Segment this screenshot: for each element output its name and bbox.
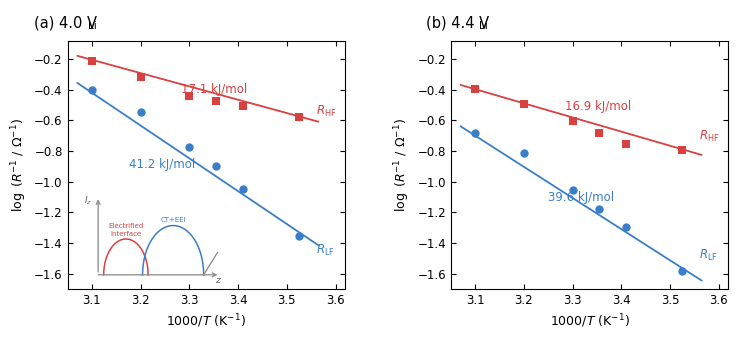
Text: $R_\mathregular{HF}$: $R_\mathregular{HF}$ [316, 104, 336, 119]
Text: 17.1 kJ/mol: 17.1 kJ/mol [182, 83, 248, 96]
Text: 39.6 kJ/mol: 39.6 kJ/mol [548, 191, 614, 204]
Text: $R_\mathregular{HF}$: $R_\mathregular{HF}$ [699, 129, 720, 144]
Y-axis label: $\log\ (R^{-1}\ /\ \Omega^{-1})$: $\log\ (R^{-1}\ /\ \Omega^{-1})$ [9, 118, 29, 212]
Y-axis label: $\log\ (R^{-1}\ /\ \Omega^{-1})$: $\log\ (R^{-1}\ /\ \Omega^{-1})$ [392, 118, 412, 212]
Text: $R_\mathregular{LF}$: $R_\mathregular{LF}$ [699, 248, 718, 263]
Text: 16.9 kJ/mol: 16.9 kJ/mol [565, 100, 631, 113]
Text: Li: Li [88, 21, 96, 31]
Text: Li: Li [479, 21, 488, 31]
Text: (b) 4.4 V: (b) 4.4 V [426, 16, 489, 31]
X-axis label: $1000/T\ \mathrm{(K^{-1})}$: $1000/T\ \mathrm{(K^{-1})}$ [550, 312, 629, 330]
Text: 41.2 kJ/mol: 41.2 kJ/mol [128, 158, 195, 171]
X-axis label: $1000/T\ \mathrm{(K^{-1})}$: $1000/T\ \mathrm{(K^{-1})}$ [167, 312, 246, 330]
Text: (a) 4.0 V: (a) 4.0 V [35, 16, 98, 31]
Text: $R_\mathregular{LF}$: $R_\mathregular{LF}$ [316, 243, 335, 258]
